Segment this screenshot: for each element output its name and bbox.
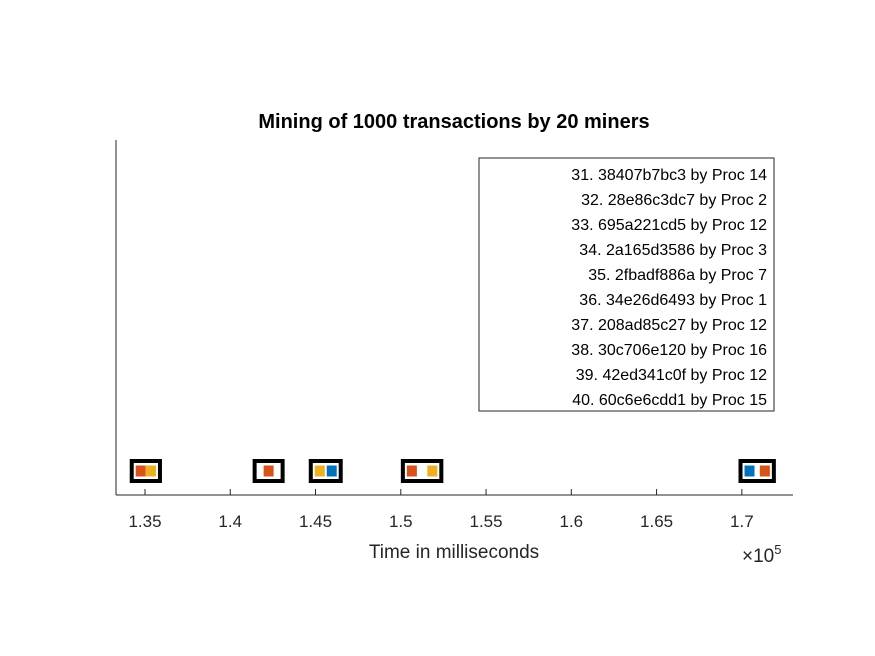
legend-entry: 37. 208ad85c27 by Proc 12 <box>571 317 767 334</box>
legend-box <box>478 157 775 412</box>
legend-entry: 38. 30c706e120 by Proc 16 <box>571 342 767 359</box>
legend-entry: 35. 2fbadf886a by Proc 7 <box>588 267 767 284</box>
x-exponent-label: ×105 <box>742 542 781 567</box>
transaction-marker <box>759 465 770 477</box>
x-tick-label: 1.35 <box>128 512 161 531</box>
transaction-marker <box>145 465 156 477</box>
mined-blocks <box>129 459 776 483</box>
transaction-marker <box>744 465 755 477</box>
x-tick-label: 1.6 <box>559 512 583 531</box>
x-tick-label: 1.4 <box>218 512 242 531</box>
legend-entry: 34. 2a165d3586 by Proc 3 <box>579 242 767 259</box>
x-exponent-base: ×10 <box>742 546 774 567</box>
legend-entry: 31. 38407b7bc3 by Proc 14 <box>571 167 767 184</box>
legend-entry: 39. 42ed341c0f by Proc 12 <box>576 367 767 384</box>
legend: 31. 38407b7bc3 by Proc 14 32. 28e86c3dc7 … <box>478 157 775 412</box>
transaction-marker <box>406 465 417 477</box>
axes <box>115 140 793 496</box>
transaction-marker <box>263 465 274 477</box>
transaction-marker <box>314 465 325 477</box>
transaction-marker <box>427 465 438 477</box>
x-ticks: 1.35 1.4 1.45 1.5 1.55 1.6 1.65 1.7 <box>128 489 754 531</box>
legend-entry: 40. 60c6e6cdd1 by Proc 15 <box>572 392 767 409</box>
transaction-marker <box>135 465 146 477</box>
legend-entry: 32. 28e86c3dc7 by Proc 2 <box>581 192 767 209</box>
legend-entry: 33. 695a221cd5 by Proc 12 <box>571 217 767 234</box>
transaction-marker <box>326 465 337 477</box>
legend-items: 31. 38407b7bc3 by Proc 14 32. 28e86c3dc7 … <box>571 167 767 409</box>
x-tick-label: 1.55 <box>470 512 503 531</box>
chart-title: Mining of 1000 transactions by 20 miners <box>258 111 649 133</box>
x-tick-label: 1.7 <box>730 512 754 531</box>
x-tick-label: 1.5 <box>389 512 413 531</box>
legend-entry: 36. 34e26d6493 by Proc 1 <box>579 292 767 309</box>
x-tick-label: 1.45 <box>299 512 332 531</box>
x-exponent-power: 5 <box>774 542 781 557</box>
x-tick-label: 1.65 <box>640 512 673 531</box>
x-axis-label: Time in milliseconds <box>369 542 539 563</box>
